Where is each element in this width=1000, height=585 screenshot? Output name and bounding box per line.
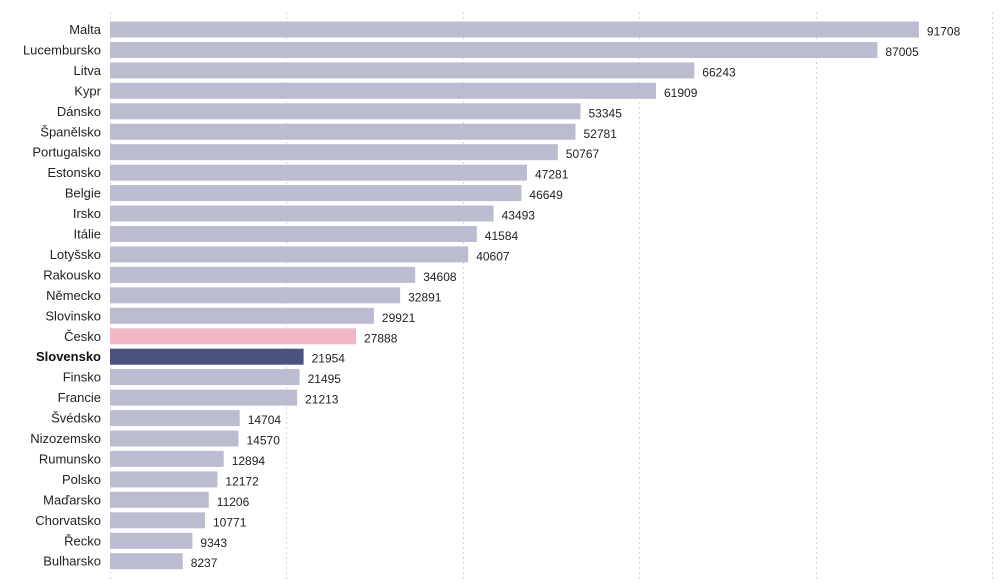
bar-svedsko [110,410,240,427]
bar-rakousko [110,266,416,283]
bar-polsko [110,471,218,488]
value-label-estonsko: 47281 [535,168,569,182]
category-label-belgie: Belgie [65,186,101,201]
bar-chorvatsko [110,512,205,529]
category-label-rakousko: Rakousko [43,267,101,282]
bar-slovensko [110,348,304,365]
bar-bulharsko [110,553,183,570]
category-label-kypr: Kypr [74,83,101,98]
bar-madarsko [110,491,209,508]
category-label-svedsko: Švédsko [51,411,101,426]
value-label-rakousko: 34608 [423,270,457,284]
bar-cesko [110,328,356,345]
value-label-spanelsko: 52781 [584,127,618,141]
category-label-chorvatsko: Chorvatsko [35,513,101,528]
bar-irsko [110,205,494,222]
bar-spanelsko [110,123,576,140]
value-label-slovinsko: 29921 [382,311,416,325]
bar-kypr [110,82,656,99]
bar-nizozemsko [110,430,239,447]
category-labels: Malta Lucembursko Litva Kypr Dánsko Španělsko… [23,22,102,569]
bar-finsko [110,369,300,386]
value-label-irsko: 43493 [502,209,536,223]
value-label-belgie: 46649 [529,188,563,202]
category-label-dansko: Dánsko [57,104,101,119]
category-label-cesko: Česko [64,329,101,344]
category-label-lotyssko: Lotyšsko [50,247,101,262]
value-label-nemecko: 32891 [408,290,442,304]
category-label-rumunsko: Rumunsko [39,451,101,466]
bars [110,21,919,570]
bar-rumunsko [110,450,224,467]
category-label-bulharsko: Bulharsko [43,554,101,569]
category-label-finsko: Finsko [63,370,101,385]
bar-italie [110,226,477,242]
value-label-recko: 9343 [200,536,227,550]
value-label-slovensko: 21954 [312,352,346,366]
category-label-nizozemsko: Nizozemsko [30,431,101,446]
category-label-spanelsko: Španělsko [40,124,101,139]
bar-lucembursko [110,42,878,58]
value-label-svedsko: 14704 [248,413,282,427]
category-label-estonsko: Estonsko [48,165,101,180]
bar-nemecko [110,287,401,304]
bar-malta [110,21,919,38]
bar-dansko [110,103,581,120]
value-label-chorvatsko: 10771 [213,515,247,529]
category-label-malta: Malta [69,22,102,37]
bar-slovinsko [110,307,374,324]
category-label-irsko: Irsko [73,206,101,221]
value-label-dansko: 53345 [589,106,623,120]
value-label-malta: 91708 [927,25,961,39]
value-label-portugalsko: 50767 [566,147,600,161]
bar-belgie [110,185,522,202]
value-label-polsko: 12172 [225,474,259,488]
value-label-cesko: 27888 [364,331,398,345]
value-label-nizozemsko: 14570 [247,434,281,448]
category-label-recko: Řecko [64,533,101,548]
value-label-litva: 66243 [702,65,736,79]
category-label-madarsko: Maďarsko [43,492,101,507]
value-label-bulharsko: 8237 [191,556,218,570]
category-label-portugalsko: Portugalsko [32,145,101,160]
bar-portugalsko [110,144,558,161]
category-label-francie: Francie [58,390,101,405]
value-label-lucembursko: 87005 [885,45,919,59]
category-label-slovinsko: Slovinsko [45,308,101,323]
category-label-slovensko: Slovensko [36,349,101,364]
value-label-rumunsko: 12894 [232,454,266,468]
category-label-polsko: Polsko [62,472,101,487]
bar-francie [110,389,298,406]
bar-litva [110,62,695,79]
category-label-italie: Itálie [74,227,101,242]
bar-lotyssko [110,246,469,263]
value-label-madarsko: 11206 [217,495,250,509]
value-label-finsko: 21495 [308,372,342,386]
bar-estonsko [110,164,527,181]
category-label-nemecko: Německo [46,288,101,303]
value-label-italie: 41584 [485,229,519,243]
value-label-kypr: 61909 [664,86,698,100]
value-label-francie: 21213 [305,393,339,407]
category-label-litva: Litva [74,63,102,78]
value-labels: 91708 87005 66243 61909 53345 52781 50767 47281… [191,25,961,571]
value-label-lotyssko: 40607 [476,249,510,263]
bar-recko [110,532,193,549]
category-label-lucembursko: Lucembursko [23,43,101,58]
